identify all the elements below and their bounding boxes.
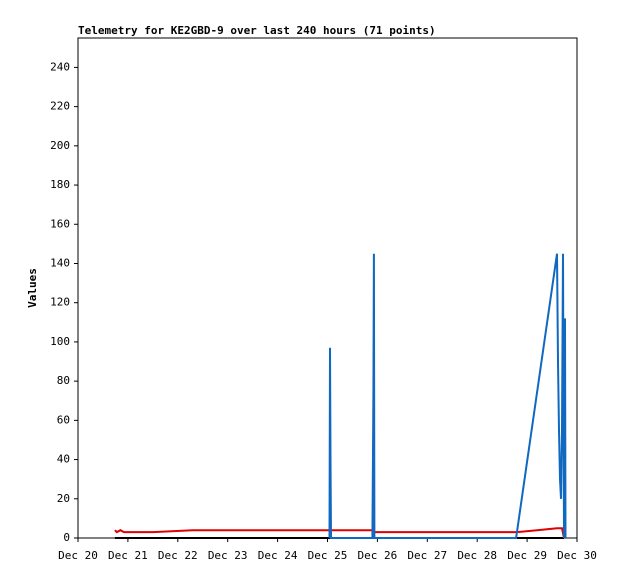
x-tick-label: Dec 27 (407, 549, 447, 562)
x-tick-label: Dec 22 (158, 549, 198, 562)
y-tick-label: 100 (50, 335, 70, 348)
y-tick-label: 120 (50, 296, 70, 309)
x-tick-label: Dec 30 (557, 549, 597, 562)
data-line (114, 527, 565, 539)
x-tick-label: Dec 29 (507, 549, 547, 562)
x-tick-label: Dec 23 (208, 549, 248, 562)
x-tick-label: Dec 20 (58, 549, 98, 562)
y-tick-label: 40 (57, 453, 70, 466)
data-line (328, 253, 567, 539)
y-tick-label: 220 (50, 100, 70, 113)
x-tick-label: Dec 28 (457, 549, 497, 562)
y-tick-label: 0 (63, 531, 70, 544)
chart-title: Telemetry for KE2GBD-9 over last 240 hou… (78, 24, 436, 37)
y-tick-label: 160 (50, 217, 70, 230)
y-tick-label: 240 (50, 60, 70, 73)
x-tick-label: Dec 24 (258, 549, 298, 562)
x-tick-label: Dec 25 (308, 549, 348, 562)
y-tick-label: 80 (57, 374, 70, 387)
y-axis-label: Values (26, 268, 39, 308)
y-tick-label: 200 (50, 139, 70, 152)
x-tick-label: Dec 26 (358, 549, 398, 562)
y-tick-label: 180 (50, 178, 70, 191)
y-tick-label: 20 (57, 492, 70, 505)
y-tick-label: 140 (50, 256, 70, 269)
x-tick-label: Dec 21 (108, 549, 148, 562)
y-tick-label: 60 (57, 413, 70, 426)
